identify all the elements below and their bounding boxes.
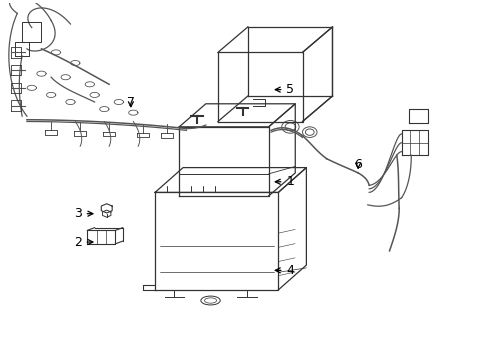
Text: 6: 6 bbox=[353, 158, 361, 171]
Text: 5: 5 bbox=[275, 83, 294, 96]
Text: 3: 3 bbox=[74, 207, 93, 220]
Text: 2: 2 bbox=[74, 235, 93, 248]
Text: 1: 1 bbox=[275, 175, 294, 188]
Text: 7: 7 bbox=[126, 95, 135, 108]
Text: 4: 4 bbox=[275, 264, 294, 277]
